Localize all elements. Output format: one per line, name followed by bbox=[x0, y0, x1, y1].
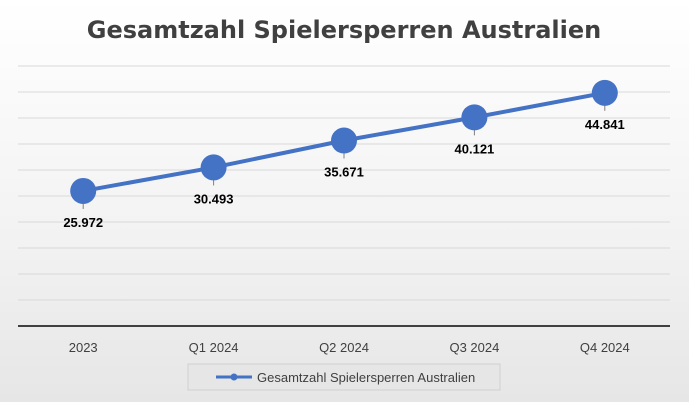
legend-marker-swatch bbox=[230, 373, 238, 381]
x-tick-label: Q1 2024 bbox=[189, 340, 239, 355]
x-tick-label: Q3 2024 bbox=[449, 340, 499, 355]
data-point bbox=[331, 127, 357, 154]
plot-area: 25.972 30.493 35.671 40.121 44.841 bbox=[63, 79, 625, 230]
data-point bbox=[200, 154, 227, 181]
data-point bbox=[70, 177, 97, 204]
data-label: 40.121 bbox=[455, 141, 495, 156]
gridlines bbox=[18, 65, 670, 301]
data-label: 44.841 bbox=[585, 117, 625, 132]
x-tick-label: 2023 bbox=[69, 340, 98, 355]
x-tick-labels: 2023 Q1 2024 Q2 2024 Q3 2024 Q4 2024 bbox=[69, 340, 630, 355]
x-tick-label: Q2 2024 bbox=[319, 340, 369, 355]
legend-label: Gesamtzahl Spielersperren Australien bbox=[257, 370, 475, 385]
data-label: 25.972 bbox=[63, 215, 103, 230]
x-tick-label: Q4 2024 bbox=[580, 340, 630, 355]
data-point bbox=[461, 104, 488, 131]
data-label: 30.493 bbox=[194, 191, 234, 206]
legend: Gesamtzahl Spielersperren Australien bbox=[187, 363, 501, 391]
chart-title: Gesamtzahl Spielersperren Australien bbox=[87, 16, 601, 44]
data-label: 35.671 bbox=[324, 165, 364, 180]
data-point bbox=[591, 79, 618, 106]
